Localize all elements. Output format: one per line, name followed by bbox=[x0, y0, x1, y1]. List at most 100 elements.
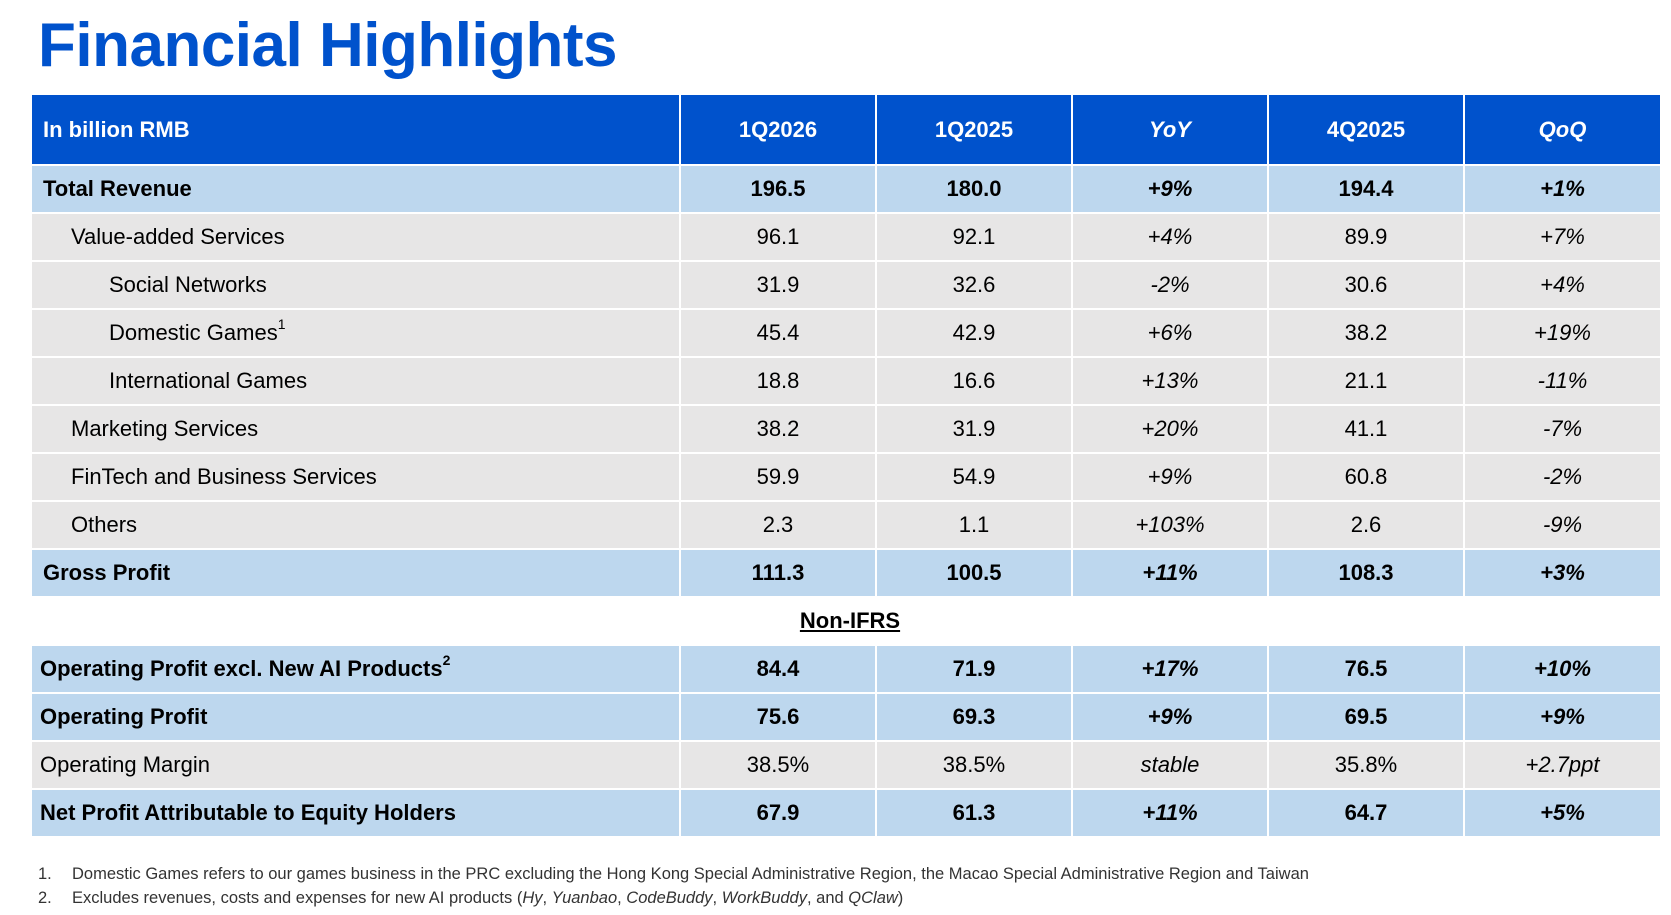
footnote-text: Domestic Games refers to our games busin… bbox=[72, 865, 1309, 883]
cell-1q2026: 59.9 bbox=[680, 453, 877, 502]
table-row-operating-profit-excl-ai: Operating Profit excl. New AI Products2 … bbox=[32, 645, 1660, 694]
footnote-marker: 2 bbox=[442, 652, 451, 668]
cell-1q2025: 92.1 bbox=[876, 213, 1073, 262]
cell-4q2025: 64.7 bbox=[1268, 789, 1465, 838]
cell-yoy: +20% bbox=[1072, 405, 1269, 454]
cell-qoq: -9% bbox=[1464, 501, 1660, 550]
footnote-text-pre: Excludes revenues, costs and expenses fo… bbox=[72, 889, 523, 907]
cell-4q2025: 76.5 bbox=[1268, 645, 1465, 694]
cell-yoy: +11% bbox=[1072, 789, 1269, 838]
cell-1q2025: 16.6 bbox=[876, 357, 1073, 406]
cell-1q2025: 100.5 bbox=[876, 549, 1073, 598]
cell-1q2025: 54.9 bbox=[876, 453, 1073, 502]
cell-1q2026: 75.6 bbox=[680, 693, 877, 742]
cell-qoq: +3% bbox=[1464, 549, 1660, 598]
financial-highlights-table: In billion RMB 1Q2026 1Q2025 YoY 4Q2025 … bbox=[32, 95, 1660, 838]
cell-1q2026: 2.3 bbox=[680, 501, 877, 550]
cell-qoq: +1% bbox=[1464, 165, 1660, 214]
header-qoq: QoQ bbox=[1464, 95, 1660, 166]
cell-1q2025: 69.3 bbox=[876, 693, 1073, 742]
footnotes: 1. Domestic Games refers to our games bus… bbox=[38, 862, 1309, 910]
page-title: Financial Highlights bbox=[38, 11, 618, 80]
cell-4q2025: 30.6 bbox=[1268, 261, 1465, 310]
table-row-social-networks: Social Networks 31.9 32.6 -2% 30.6 +4% bbox=[32, 261, 1660, 310]
cell-4q2025: 2.6 bbox=[1268, 501, 1465, 550]
cell-qoq: -2% bbox=[1464, 453, 1660, 502]
cell-yoy: +13% bbox=[1072, 357, 1269, 406]
cell-4q2025: 69.5 bbox=[1268, 693, 1465, 742]
table-row-net-profit: Net Profit Attributable to Equity Holder… bbox=[32, 789, 1660, 838]
cell-yoy: +6% bbox=[1072, 309, 1269, 358]
cell-qoq: -11% bbox=[1464, 357, 1660, 406]
table-row-operating-margin: Operating Margin 38.5% 38.5% stable 35.8… bbox=[32, 741, 1660, 790]
footnote-sep: , bbox=[712, 889, 722, 907]
header-unit: In billion RMB bbox=[32, 95, 681, 166]
cell-yoy: +17% bbox=[1072, 645, 1269, 694]
footnote-2: 2. Excludes revenues, costs and expenses … bbox=[38, 886, 1309, 910]
cell-1q2026: 84.4 bbox=[680, 645, 877, 694]
cell-qoq: +5% bbox=[1464, 789, 1660, 838]
cell-1q2026: 45.4 bbox=[680, 309, 877, 358]
row-label: Others bbox=[32, 501, 681, 550]
row-label: Operating Profit bbox=[32, 693, 681, 742]
row-label: Marketing Services bbox=[32, 405, 681, 454]
cell-qoq: +19% bbox=[1464, 309, 1660, 358]
row-label: Total Revenue bbox=[32, 165, 681, 214]
cell-1q2026: 96.1 bbox=[680, 213, 877, 262]
cell-4q2025: 21.1 bbox=[1268, 357, 1465, 406]
table-row-section-non-ifrs: Non-IFRS bbox=[32, 597, 1660, 646]
row-label: International Games bbox=[32, 357, 681, 406]
cell-yoy: +103% bbox=[1072, 501, 1269, 550]
header-1q2025: 1Q2025 bbox=[876, 95, 1073, 166]
footnote-sep: , and bbox=[806, 889, 849, 907]
cell-yoy: +9% bbox=[1072, 693, 1269, 742]
cell-1q2026: 31.9 bbox=[680, 261, 877, 310]
row-label: Net Profit Attributable to Equity Holder… bbox=[32, 789, 681, 838]
footnote-number: 2. bbox=[38, 889, 52, 907]
cell-1q2026: 196.5 bbox=[680, 165, 877, 214]
header-4q2025: 4Q2025 bbox=[1268, 95, 1465, 166]
table-row-value-added-services: Value-added Services 96.1 92.1 +4% 89.9 … bbox=[32, 213, 1660, 262]
cell-4q2025: 41.1 bbox=[1268, 405, 1465, 454]
footnote-marker: 1 bbox=[277, 316, 286, 332]
row-label: Gross Profit bbox=[32, 549, 681, 598]
cell-1q2025: 32.6 bbox=[876, 261, 1073, 310]
table-row-fintech: FinTech and Business Services 59.9 54.9 … bbox=[32, 453, 1660, 502]
product-qclaw: QClaw bbox=[848, 889, 898, 907]
cell-4q2025: 60.8 bbox=[1268, 453, 1465, 502]
cell-4q2025: 89.9 bbox=[1268, 213, 1465, 262]
row-label: Operating Margin bbox=[32, 741, 681, 790]
cell-1q2026: 38.2 bbox=[680, 405, 877, 454]
cell-yoy: stable bbox=[1072, 741, 1269, 790]
cell-yoy: +9% bbox=[1072, 453, 1269, 502]
footnote-text-post: ) bbox=[897, 889, 904, 907]
table-row-international-games: International Games 18.8 16.6 +13% 21.1 … bbox=[32, 357, 1660, 406]
row-label-text: Domestic Games bbox=[109, 320, 278, 345]
product-workbuddy: WorkBuddy bbox=[721, 889, 807, 907]
table-row-others: Others 2.3 1.1 +103% 2.6 -9% bbox=[32, 501, 1660, 550]
cell-yoy: +11% bbox=[1072, 549, 1269, 598]
cell-yoy: -2% bbox=[1072, 261, 1269, 310]
cell-yoy: +4% bbox=[1072, 213, 1269, 262]
cell-qoq: +9% bbox=[1464, 693, 1660, 742]
cell-1q2025: 71.9 bbox=[876, 645, 1073, 694]
product-hy: Hy bbox=[522, 889, 543, 907]
cell-1q2025: 38.5% bbox=[876, 741, 1073, 790]
cell-qoq: +10% bbox=[1464, 645, 1660, 694]
footnote-1: 1. Domestic Games refers to our games bus… bbox=[38, 862, 1309, 886]
cell-qoq: -7% bbox=[1464, 405, 1660, 454]
cell-1q2025: 61.3 bbox=[876, 789, 1073, 838]
table-row-operating-profit: Operating Profit 75.6 69.3 +9% 69.5 +9% bbox=[32, 693, 1660, 742]
product-yuanbao: Yuanbao bbox=[551, 889, 618, 907]
table-row-gross-profit: Gross Profit 111.3 100.5 +11% 108.3 +3% bbox=[32, 549, 1660, 598]
row-label-text: Operating Profit excl. New AI Products bbox=[40, 656, 443, 681]
footnote-sep: , bbox=[617, 889, 627, 907]
product-codebuddy: CodeBuddy bbox=[626, 889, 713, 907]
table-header-row: In billion RMB 1Q2026 1Q2025 YoY 4Q2025 … bbox=[32, 95, 1660, 166]
footnote-sep: , bbox=[542, 889, 552, 907]
footnote-number: 1. bbox=[38, 865, 52, 883]
cell-1q2026: 38.5% bbox=[680, 741, 877, 790]
cell-qoq: +4% bbox=[1464, 261, 1660, 310]
cell-1q2026: 67.9 bbox=[680, 789, 877, 838]
table-row-total-revenue: Total Revenue 196.5 180.0 +9% 194.4 +1% bbox=[32, 165, 1660, 214]
